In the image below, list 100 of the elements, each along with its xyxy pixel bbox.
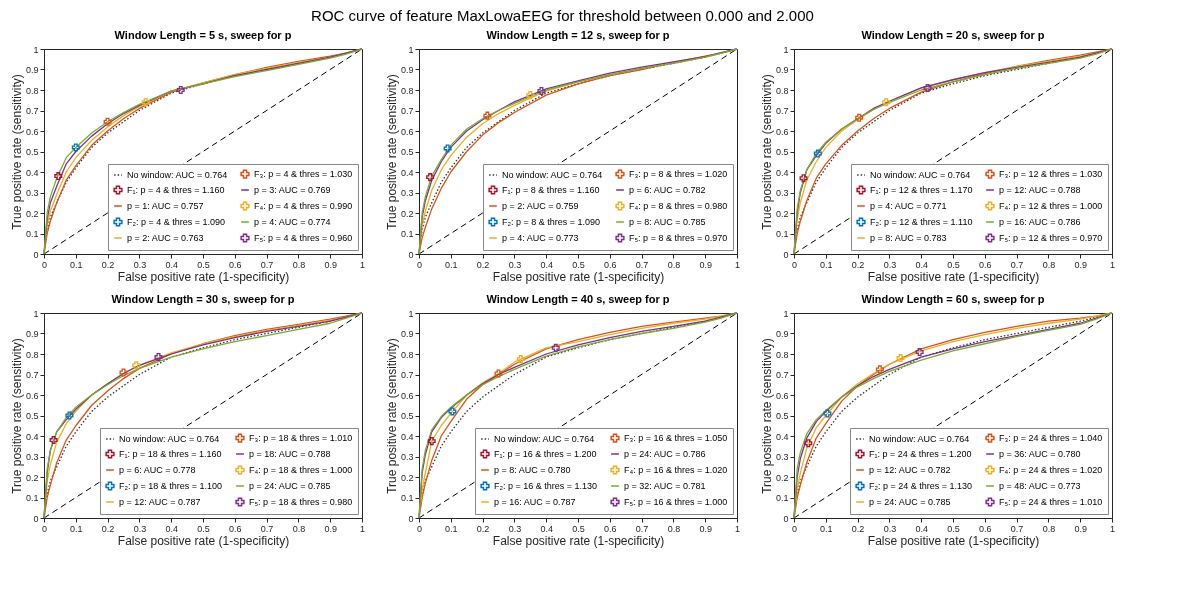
x-tick-label: 0.2 bbox=[476, 523, 490, 534]
point bbox=[119, 368, 128, 377]
x-tick-label: 0.4 bbox=[915, 259, 928, 270]
x-tick-label: 1 bbox=[1109, 523, 1116, 534]
point bbox=[915, 347, 924, 356]
x-tick-label: 0.9 bbox=[324, 259, 337, 270]
point bbox=[875, 365, 884, 374]
chart-title: Window Length = 60 s, sweep for p bbox=[861, 293, 1045, 305]
x-tick-label: 0.4 bbox=[165, 523, 178, 534]
y-axis-title: True positive rate (sensitivity) bbox=[759, 74, 774, 230]
y-tick-label: 0.8 bbox=[775, 85, 789, 96]
x-tick-label: 0.2 bbox=[851, 523, 865, 534]
x-tick-label: 0.6 bbox=[604, 259, 617, 270]
point bbox=[154, 353, 163, 362]
legend-label: p = 8: AUC = 0.780 bbox=[494, 465, 571, 475]
x-tick-label: 0.5 bbox=[572, 259, 585, 270]
x-tick-label: 0.7 bbox=[260, 259, 274, 270]
x-tick-label: 0.3 bbox=[508, 523, 522, 534]
x-tick-label: 0 bbox=[41, 259, 48, 270]
y-tick-label: 0.5 bbox=[775, 411, 789, 421]
legend-label: p = 24: AUC = 0.785 bbox=[249, 481, 331, 491]
y-tick-label: 0.9 bbox=[775, 65, 789, 75]
point bbox=[526, 91, 535, 100]
chart-title: Window Length = 30 s, sweep for p bbox=[111, 293, 295, 305]
x-tick-label: 0.5 bbox=[947, 259, 960, 270]
x-tick-label: 0.1 bbox=[820, 523, 833, 534]
line-series bbox=[418, 312, 738, 519]
legend-label: F₁: p = 4 & thres = 1.160 bbox=[127, 185, 225, 195]
legend-label: p = 4: AUC = 0.771 bbox=[870, 201, 947, 211]
y-tick-label: 0.6 bbox=[25, 126, 39, 137]
legend-label: F₃: p = 18 & thres = 1.010 bbox=[249, 433, 353, 444]
legend-label: p = 8: AUC = 0.783 bbox=[870, 233, 947, 243]
point bbox=[813, 149, 822, 158]
y-tick-label: 0.2 bbox=[775, 472, 789, 483]
y-tick-label: 0.4 bbox=[400, 431, 414, 442]
legend-label: F₄: p = 8 & thres = 0.980 bbox=[629, 201, 728, 211]
point bbox=[54, 172, 63, 181]
y-tick-label: 1 bbox=[33, 44, 39, 55]
y-tick-label: 0.2 bbox=[400, 472, 414, 483]
y-axis-title: True positive rate (sensitivity) bbox=[384, 338, 399, 494]
line-series bbox=[418, 48, 738, 255]
x-tick-label: 0.1 bbox=[820, 259, 833, 270]
x-tick-label: 0.5 bbox=[197, 523, 210, 534]
x-tick-label: 0.9 bbox=[699, 259, 712, 270]
x-tick-label: 0 bbox=[41, 523, 48, 534]
x-tick-label: 0.3 bbox=[883, 523, 897, 534]
chart-title: Window Length = 5 s, sweep for p bbox=[114, 29, 292, 41]
legend-label: F₂: p = 16 & thres = 1.130 bbox=[494, 481, 598, 491]
legend-label: F₄: p = 12 & thres = 1.000 bbox=[999, 201, 1103, 211]
point bbox=[823, 409, 832, 418]
legend-label: p = 2: AUC = 0.763 bbox=[127, 233, 204, 243]
y-tick-label: 1 bbox=[783, 308, 789, 319]
x-tick-label: 0.7 bbox=[635, 259, 649, 270]
legend-label: F₄: p = 4 & thres = 0.990 bbox=[254, 201, 353, 211]
point bbox=[494, 369, 503, 378]
y-tick-label: 0.9 bbox=[25, 65, 39, 75]
y-tick-label: 0 bbox=[33, 513, 39, 524]
y-tick-label: 0.2 bbox=[400, 208, 414, 219]
x-tick-label: 1 bbox=[359, 259, 366, 270]
legend-label: p = 12: AUC = 0.787 bbox=[119, 497, 201, 507]
y-tick-label: 0.1 bbox=[400, 493, 414, 503]
point bbox=[49, 436, 58, 445]
y-tick-label: 0.6 bbox=[775, 126, 789, 137]
y-tick-label: 0.5 bbox=[25, 411, 39, 421]
x-tick-label: 0.1 bbox=[70, 259, 83, 270]
y-tick-label: 0.6 bbox=[25, 390, 39, 401]
x-tick-label: 0.3 bbox=[133, 259, 147, 270]
y-tick-label: 0.2 bbox=[775, 208, 789, 219]
point bbox=[799, 174, 808, 183]
y-tick-label: 0.5 bbox=[775, 147, 789, 157]
x-axis-title: False positive rate (1-specificity) bbox=[492, 533, 665, 548]
y-tick-label: 1 bbox=[33, 308, 39, 319]
x-tick-label: 0.8 bbox=[292, 523, 306, 534]
y-tick-label: 0.5 bbox=[400, 411, 414, 421]
legend-label: F₃: p = 8 & thres = 1.020 bbox=[629, 169, 728, 180]
legend-label: p = 1: AUC = 0.757 bbox=[127, 201, 204, 211]
legend-label: p = 48: AUC = 0.773 bbox=[999, 481, 1081, 491]
y-tick-label: 0 bbox=[408, 249, 414, 260]
y-tick-label: 0.1 bbox=[775, 493, 789, 503]
point bbox=[427, 437, 436, 446]
point bbox=[923, 83, 932, 92]
line-series bbox=[43, 48, 363, 255]
y-tick-label: 0.6 bbox=[400, 126, 414, 137]
x-axis-title: False positive rate (1-specificity) bbox=[867, 269, 1040, 284]
point bbox=[65, 411, 74, 420]
legend-label: F₅: p = 8 & thres = 0.970 bbox=[629, 233, 728, 243]
legend-label: No window: AUC = 0.764 bbox=[127, 170, 228, 180]
y-tick-label: 0.1 bbox=[400, 229, 414, 239]
x-tick-label: 0.4 bbox=[540, 523, 553, 534]
x-axis-title: False positive rate (1-specificity) bbox=[867, 533, 1040, 548]
point bbox=[483, 111, 492, 120]
y-tick-label: 1 bbox=[408, 308, 414, 319]
legend-label: p = 12: AUC = 0.788 bbox=[999, 185, 1081, 195]
y-tick-label: 0.9 bbox=[400, 65, 414, 75]
y-tick-label: 0 bbox=[783, 513, 789, 524]
legend-label: F₄: p = 18 & thres = 1.000 bbox=[249, 465, 353, 475]
legend-label: F₃: p = 12 & thres = 1.030 bbox=[999, 169, 1103, 180]
text: ROC curve of feature MaxLowaEEG for threshold between 0.000 and 2.000 bbox=[311, 6, 814, 24]
y-tick-label: 0.5 bbox=[400, 147, 414, 157]
y-tick-label: 0.3 bbox=[775, 188, 789, 198]
